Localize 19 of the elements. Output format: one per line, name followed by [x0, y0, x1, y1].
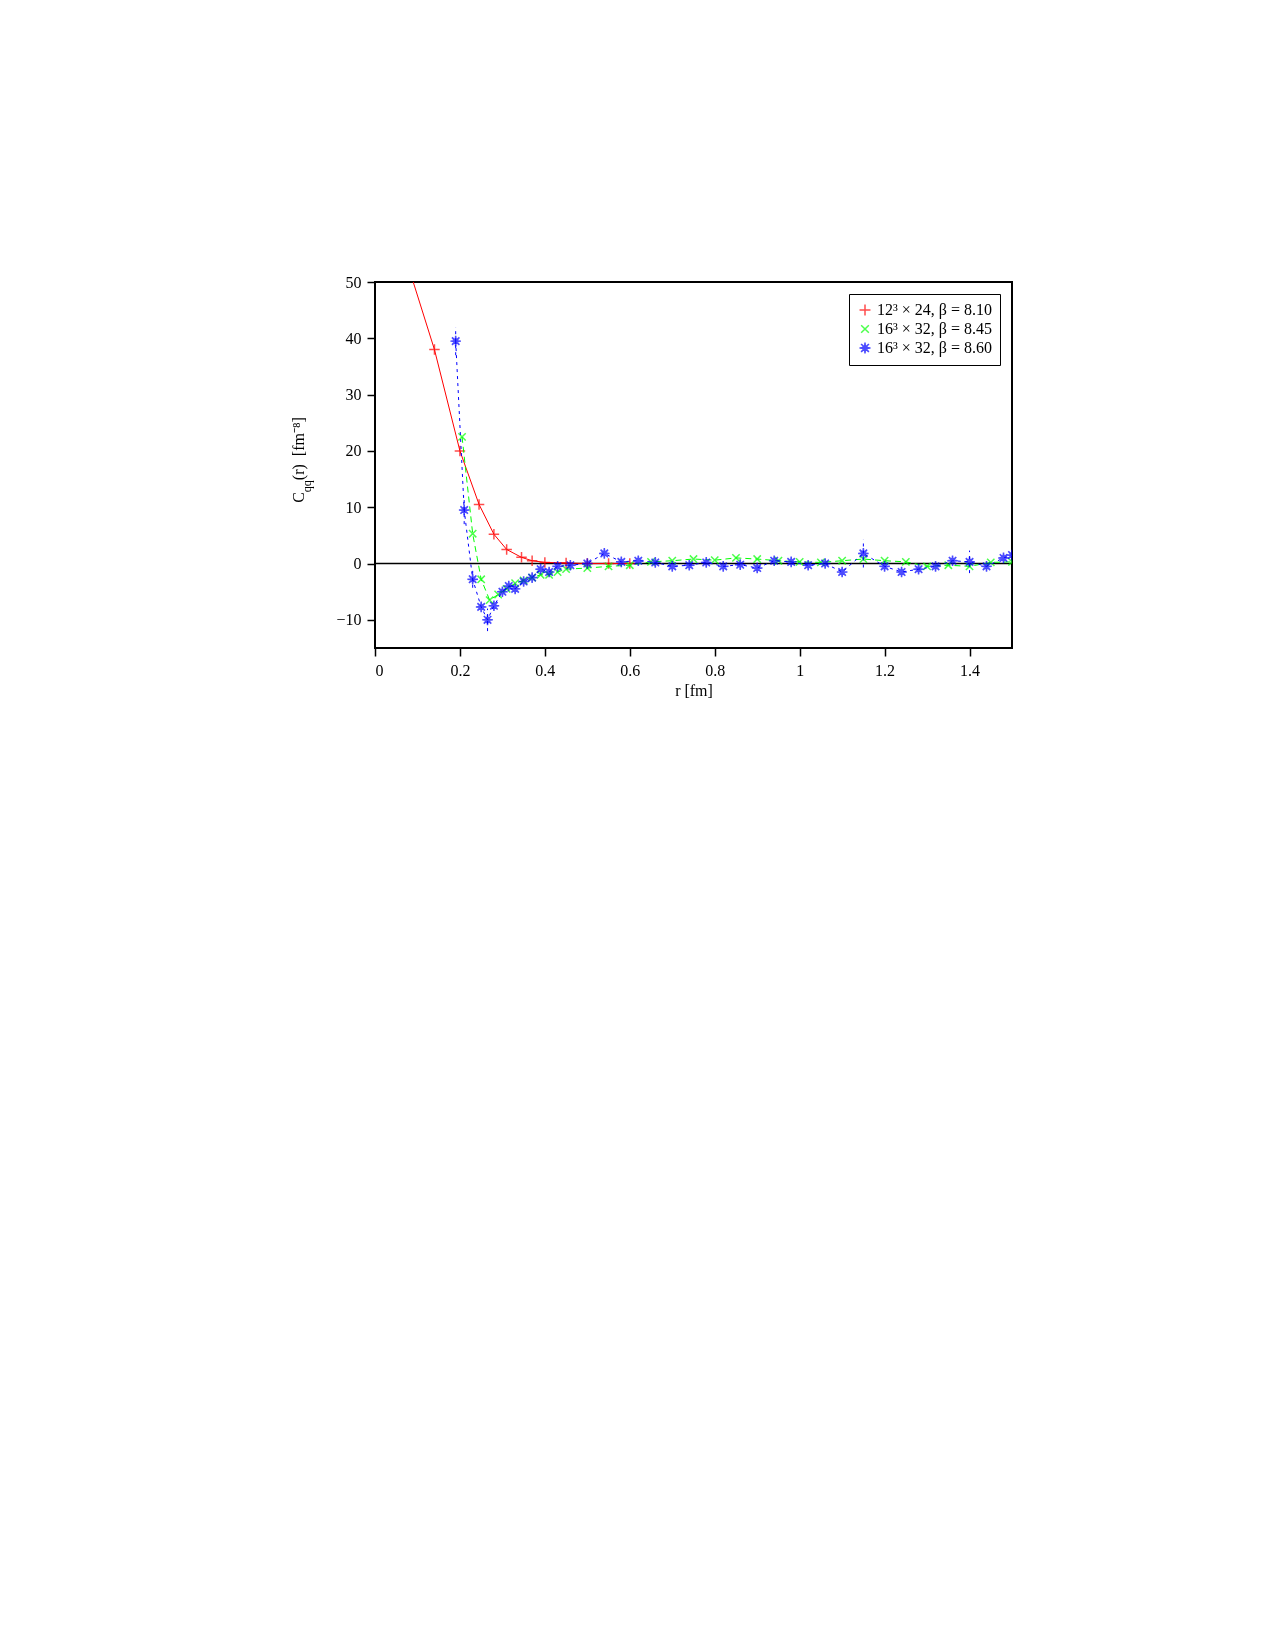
x-tick-label: 0.6	[620, 661, 641, 679]
legend-label: 16³ × 32, β = 8.60	[877, 339, 992, 357]
y-tick-label: −10	[336, 611, 362, 629]
y-tick-label: 30	[345, 386, 362, 404]
x-tick-label: 1.2	[875, 661, 896, 679]
x-tick-label: 0.8	[705, 661, 726, 679]
x-tick-label: 0.2	[450, 661, 471, 679]
legend-label: 12³ × 24, β = 8.10	[877, 301, 992, 319]
x-axis-title: r [fm]	[675, 681, 713, 699]
y-tick-label: 50	[345, 273, 362, 291]
x-tick-label: 0	[375, 661, 384, 679]
legend-label: 16³ × 32, β = 8.45	[877, 320, 992, 338]
y-tick-label: 0	[353, 555, 362, 573]
x-tick-label: 1.4	[960, 661, 981, 679]
y-tick-label: 40	[345, 329, 362, 347]
y-tick-label: 10	[345, 498, 362, 516]
y-tick-label: 20	[345, 442, 362, 460]
x-tick-label: 1	[796, 661, 805, 679]
x-tick-label: 0.4	[535, 661, 556, 679]
